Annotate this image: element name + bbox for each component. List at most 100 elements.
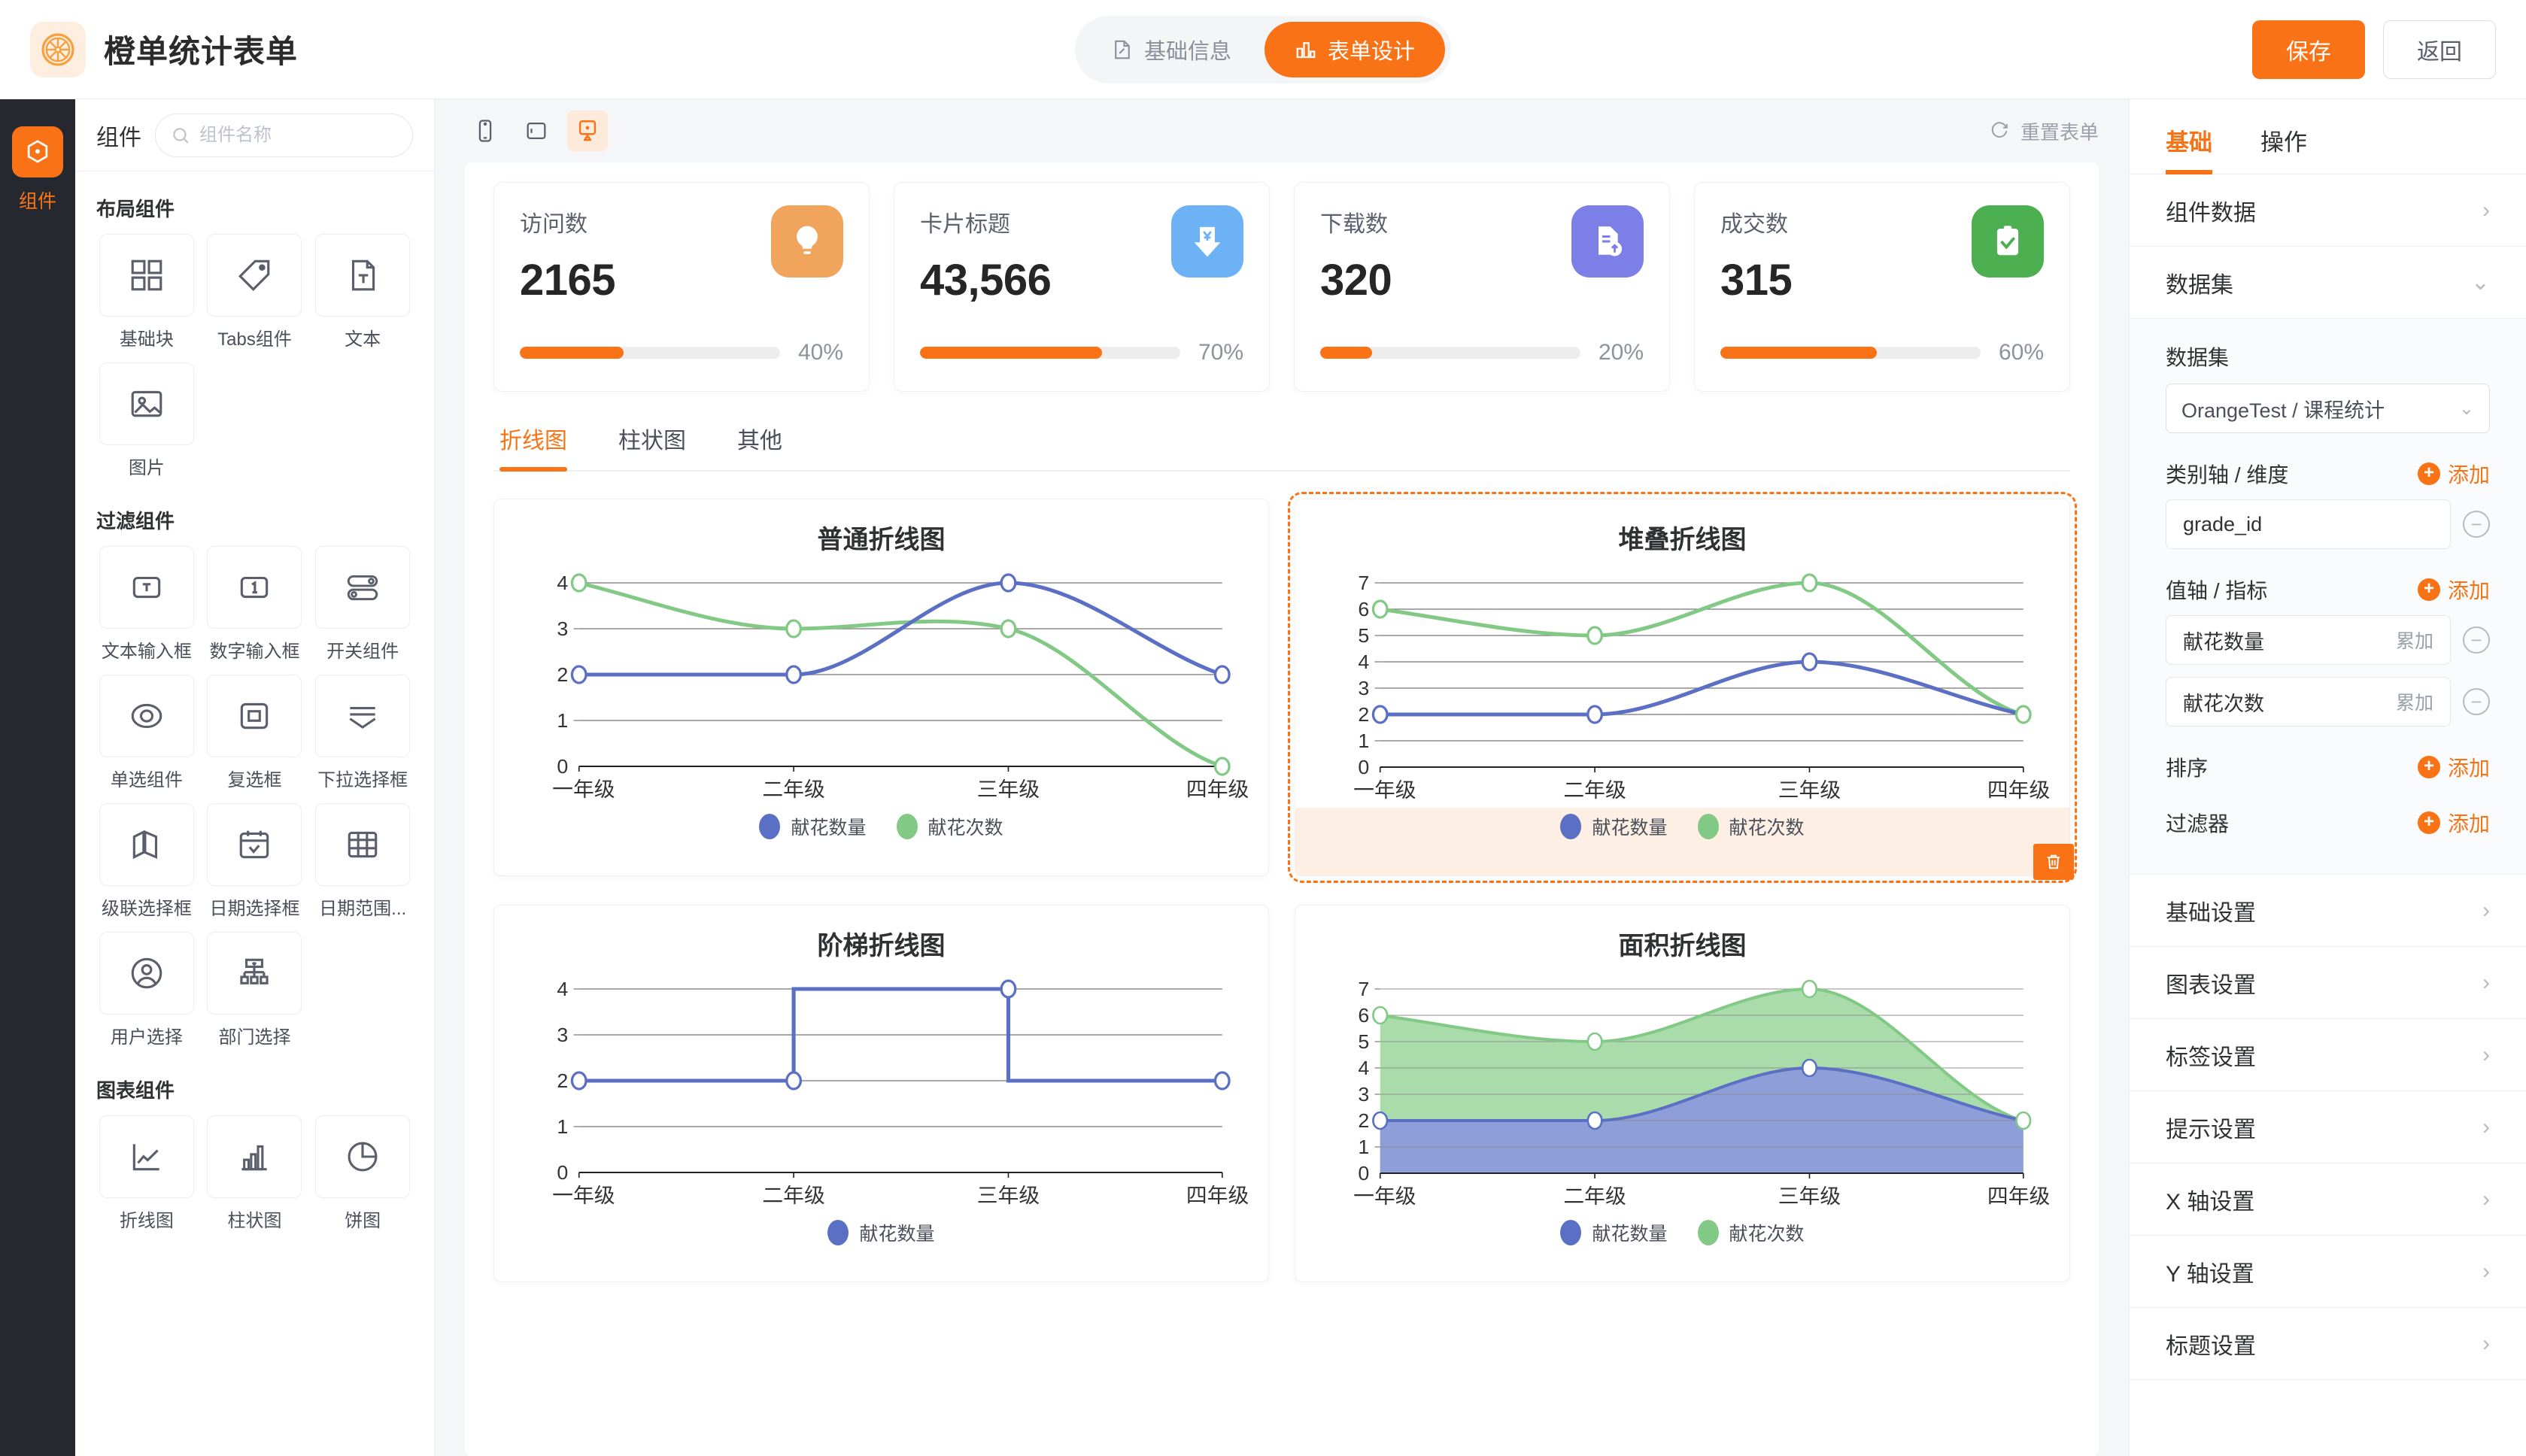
tab-basic-info[interactable]: 基础信息 xyxy=(1081,22,1261,77)
remove-metric-button[interactable]: − xyxy=(2463,626,2490,654)
svg-text:0: 0 xyxy=(1358,1162,1369,1185)
pie-chart-icon xyxy=(315,1115,411,1198)
stat-label: 下载数 xyxy=(1320,212,1388,237)
legend-dot xyxy=(1560,814,1582,839)
component-pie-chart[interactable]: 饼图 xyxy=(312,1115,413,1236)
legend-item[interactable]: 献花次数 xyxy=(1697,813,1805,840)
chevron-right-icon: › xyxy=(2482,969,2490,995)
add-filter-label: 添加 xyxy=(2447,812,2490,836)
save-button[interactable]: 保存 xyxy=(2252,20,2365,79)
chart-card-normal-line[interactable]: 普通折线图 xyxy=(493,499,1269,876)
row-tooltip-settings[interactable]: 提示设置 › xyxy=(2130,1091,2526,1163)
component-user-select[interactable]: 用户选择 xyxy=(96,932,197,1053)
add-sort-button[interactable]: + 添加 xyxy=(2417,752,2490,782)
tab-line-chart[interactable]: 折线图 xyxy=(499,422,567,472)
metric-aggregation: 累加 xyxy=(2395,693,2433,714)
component-search[interactable] xyxy=(155,113,413,157)
add-metric-button[interactable]: + 添加 xyxy=(2417,575,2490,605)
svg-text:4: 4 xyxy=(557,572,568,594)
svg-text:3: 3 xyxy=(1358,677,1369,699)
component-checkbox[interactable]: 复选框 xyxy=(205,675,305,796)
row-component-data[interactable]: 组件数据 › xyxy=(2130,174,2526,247)
stat-card[interactable]: 访问数 2165 40% xyxy=(493,182,870,392)
component-tabs[interactable]: Tabs组件 xyxy=(205,234,305,355)
row-y-axis-settings[interactable]: Y 轴设置 › xyxy=(2130,1236,2526,1308)
chart-card-area-line[interactable]: 面积折线图 xyxy=(1295,905,2070,1282)
svg-text:4: 4 xyxy=(1358,651,1369,673)
chart-legend: 献花数量 xyxy=(509,1219,1253,1246)
component-date-range[interactable]: 日期范围... xyxy=(312,803,413,924)
row-chart-settings[interactable]: 图表设置 › xyxy=(2130,947,2526,1019)
legend-label: 献花次数 xyxy=(1729,1224,1805,1245)
search-input[interactable] xyxy=(199,124,397,146)
component-switch[interactable]: 开关组件 xyxy=(312,546,413,667)
row-x-axis-settings[interactable]: X 轴设置 › xyxy=(2130,1163,2526,1236)
metric-row: 献花次数 累加 − xyxy=(2166,677,2490,726)
group-filter-grid: 文本输入框 数字输入框 xyxy=(96,546,413,1053)
row-dataset[interactable]: 数据集 ⌄ xyxy=(2130,247,2526,319)
svg-text:2: 2 xyxy=(1358,703,1369,726)
tab-other[interactable]: 其他 xyxy=(737,429,782,453)
row-label: 提示设置 xyxy=(2166,1117,2256,1142)
row-label-settings[interactable]: 标签设置 › xyxy=(2130,1019,2526,1091)
plus-icon: + xyxy=(2417,756,2440,778)
legend-item[interactable]: 献花数量 xyxy=(1560,813,1668,840)
add-filter-button[interactable]: + 添加 xyxy=(2417,808,2490,838)
chart-card-step-line[interactable]: 阶梯折线图 4 3 2 xyxy=(493,905,1269,1282)
chart-card-stacked-line[interactable]: 堆叠折线图 xyxy=(1288,492,2077,883)
remove-metric-button[interactable]: − xyxy=(2463,688,2490,715)
metric-field-name: 献花数量 xyxy=(2183,630,2264,654)
chart-delete-button[interactable] xyxy=(2033,844,2074,880)
svg-text:6: 6 xyxy=(1358,598,1369,620)
component-text[interactable]: 文本 xyxy=(312,234,413,355)
stat-card[interactable]: 成交数 315 xyxy=(1694,182,2070,392)
svg-text:四年级: 四年级 xyxy=(1987,778,2050,802)
add-dimension-button[interactable]: + 添加 xyxy=(2417,459,2490,489)
device-phone-button[interactable] xyxy=(465,111,506,151)
remove-dimension-button[interactable]: − xyxy=(2463,511,2490,538)
row-title-settings[interactable]: 标题设置 › xyxy=(2130,1308,2526,1380)
legend-item[interactable]: 献花次数 xyxy=(896,813,1003,840)
component-cascader[interactable]: 级联选择框 xyxy=(96,803,197,924)
device-desktop-button[interactable] xyxy=(567,111,608,151)
metric-field[interactable]: 献花次数 累加 xyxy=(2166,677,2451,726)
component-text-input[interactable]: 文本输入框 xyxy=(96,546,197,667)
dataset-select[interactable]: OrangeTest / 课程统计 ⌄ xyxy=(2166,384,2490,433)
component-number-input[interactable]: 数字输入框 xyxy=(205,546,305,667)
reset-form-button[interactable]: 重置表单 xyxy=(1989,117,2099,145)
legend-item[interactable]: 献花数量 xyxy=(759,813,867,840)
hexagon-component-icon xyxy=(12,126,63,177)
dimension-field[interactable]: grade_id xyxy=(2166,499,2451,549)
bar-chart-icon xyxy=(1295,38,1317,61)
tab-basic[interactable]: 基础 xyxy=(2166,123,2212,174)
component-dept-select[interactable]: 部门选择 xyxy=(205,932,305,1053)
component-line-chart[interactable]: 折线图 xyxy=(96,1115,197,1236)
chart-title: 堆叠折线图 xyxy=(1618,526,1747,554)
stat-card[interactable]: 卡片标题 43,566 xyxy=(894,182,1270,392)
stat-label: 成交数 xyxy=(1720,212,1788,237)
legend-item[interactable]: 献花数量 xyxy=(827,1219,935,1246)
component-bar-chart[interactable]: 柱状图 xyxy=(205,1115,305,1236)
tab-form-design[interactable]: 表单设计 xyxy=(1265,21,1446,77)
legend-item[interactable]: 献花次数 xyxy=(1697,1219,1805,1246)
file-upload-icon xyxy=(1571,205,1644,278)
add-dimension-label: 添加 xyxy=(2447,463,2490,487)
device-tablet-button[interactable] xyxy=(516,111,557,151)
component-radio[interactable]: 单选组件 xyxy=(96,675,197,796)
row-basic-settings[interactable]: 基础设置 › xyxy=(2130,875,2526,947)
svg-text:2: 2 xyxy=(557,663,568,686)
component-image[interactable]: 图片 xyxy=(96,362,197,484)
progress-percent: 60% xyxy=(1998,340,2044,365)
tab-actions[interactable]: 操作 xyxy=(2260,129,2307,156)
rail-item-components[interactable]: 组件 xyxy=(12,126,63,214)
chart-plot-step-line: 4 3 2 1 0 一年级 二年级 三年级 四年级 xyxy=(552,978,1249,1207)
component-basic-block[interactable]: 基础块 xyxy=(96,234,197,355)
metric-field[interactable]: 献花数量 累加 xyxy=(2166,615,2451,665)
progress-bar xyxy=(1720,347,1981,359)
component-dropdown[interactable]: 下拉选择框 xyxy=(312,675,413,796)
component-date-picker[interactable]: 日期选择框 xyxy=(205,803,305,924)
tab-bar-chart[interactable]: 柱状图 xyxy=(618,429,686,453)
legend-item[interactable]: 献花数量 xyxy=(1560,1219,1668,1246)
back-button[interactable]: 返回 xyxy=(2383,20,2496,79)
stat-card[interactable]: 下载数 320 xyxy=(1294,182,1670,392)
